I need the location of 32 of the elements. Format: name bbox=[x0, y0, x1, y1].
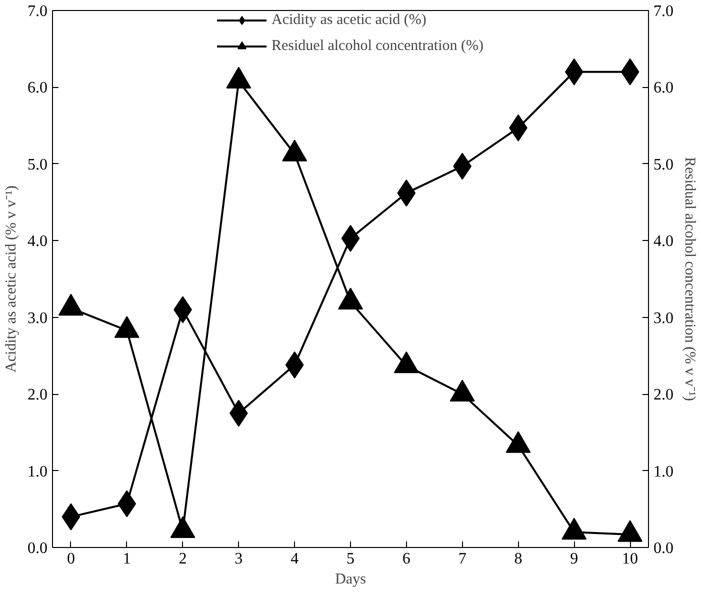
x-tick-label: 7 bbox=[458, 550, 466, 568]
y2-tick-label: 2.0 bbox=[654, 386, 674, 404]
legend-label: Acidity as acetic acid (%) bbox=[271, 12, 426, 28]
y2-tick-label: 0.0 bbox=[654, 540, 674, 557]
x-tick-label: 0 bbox=[66, 550, 75, 568]
y2-tick-label: 7.0 bbox=[654, 3, 674, 20]
x-tick-label: 10 bbox=[622, 550, 638, 568]
legend-label: Residuel alcohol concentration (%) bbox=[271, 38, 484, 54]
x-tick-label: 8 bbox=[514, 550, 522, 568]
x-tick-label: 5 bbox=[346, 550, 354, 568]
y2-tick-label: 5.0 bbox=[654, 156, 674, 174]
y-tick-label: 7.0 bbox=[28, 3, 48, 20]
y2-tick-label: 6.0 bbox=[654, 80, 674, 97]
y2-tick-label: 1.0 bbox=[654, 463, 674, 480]
x-tick-label: 1 bbox=[122, 550, 131, 568]
y-tick-label: 5.0 bbox=[28, 156, 48, 174]
y-tick-label: 2.0 bbox=[28, 386, 48, 404]
y-axis-title: Acidity as acetic acid (% v v⁻¹) bbox=[4, 186, 20, 372]
x-tick-label: 6 bbox=[402, 550, 410, 568]
x-tick-label: 3 bbox=[234, 550, 243, 568]
x-tick-label: 4 bbox=[290, 550, 299, 568]
x-tick-label: 9 bbox=[570, 550, 578, 568]
y2-axis-title: Residual alcohol concentration (% v v⁻¹) bbox=[682, 157, 698, 402]
y2-tick-label: 4.0 bbox=[654, 233, 674, 250]
y-tick-label: 3.0 bbox=[28, 310, 48, 327]
y2-tick-label: 3.0 bbox=[654, 310, 674, 327]
y-tick-label: 4.0 bbox=[28, 233, 48, 250]
x-tick-label: 2 bbox=[178, 550, 187, 568]
y-tick-label: 1.0 bbox=[28, 463, 48, 480]
x-axis-title: Days bbox=[335, 572, 366, 588]
y-tick-label: 0.0 bbox=[28, 540, 48, 557]
y-tick-label: 6.0 bbox=[28, 80, 48, 97]
